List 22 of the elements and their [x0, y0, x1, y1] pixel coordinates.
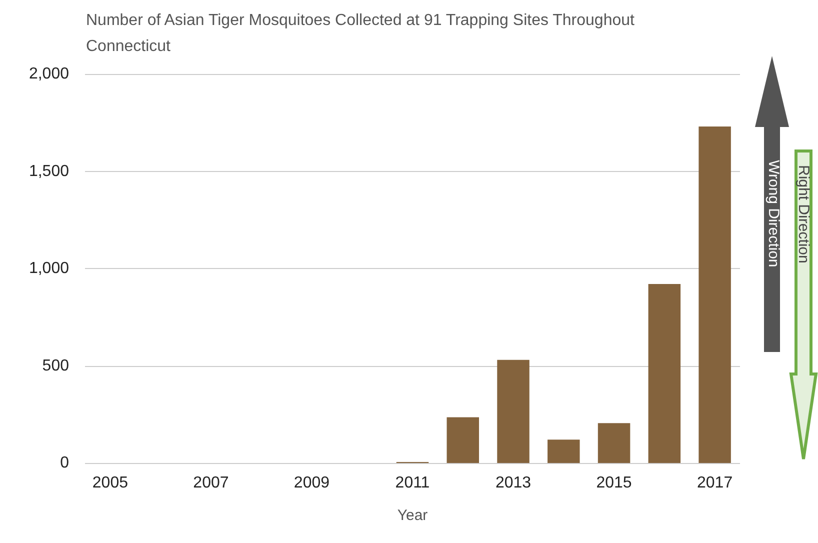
x-axis-title: Year: [397, 507, 428, 524]
bar: [598, 423, 630, 463]
y-tick-label: 1,500: [28, 162, 70, 180]
bar: [548, 440, 580, 463]
text: Wrong Direction: [765, 160, 782, 268]
bar: [648, 284, 681, 463]
bar: [698, 126, 731, 463]
x-tick-label: 2005: [92, 474, 128, 492]
y-tick-label: 2,000: [28, 66, 70, 82]
x-tick-label: 2015: [596, 474, 632, 492]
x-tick-label: 2009: [294, 474, 330, 492]
x-tick-label: 2007: [193, 474, 229, 492]
y-tick-label: 1,000: [28, 260, 70, 277]
x-tick-label: 2011: [395, 474, 430, 492]
text: Right Direction: [795, 165, 812, 264]
y-tick-label: 500: [42, 357, 70, 374]
bar: [446, 417, 480, 463]
y-tick-label: 0: [60, 454, 70, 472]
chart-title: Number of Asian Tiger Mosquitoes Collected at 91 Trapping Sites Throughout Connecticut: [86, 11, 636, 57]
x-tick-label: 2017: [697, 474, 733, 492]
bar: [497, 360, 530, 463]
x-tick-label: 2013: [495, 474, 532, 492]
